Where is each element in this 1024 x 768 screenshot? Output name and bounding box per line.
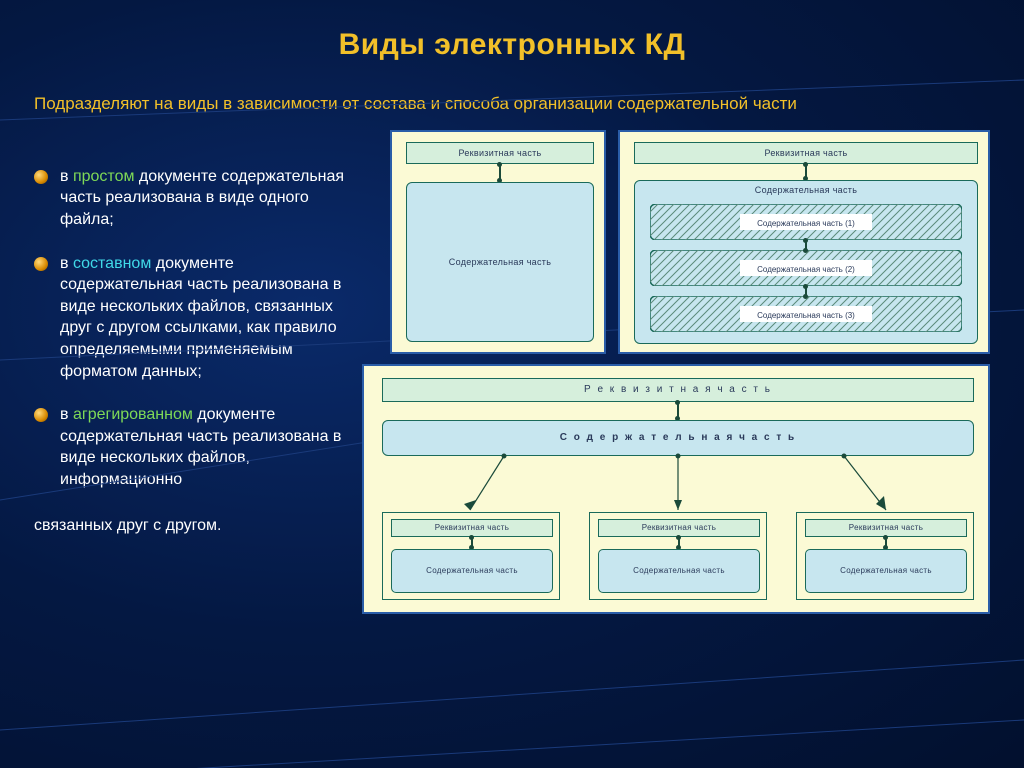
slide-title: Виды электронных КД — [0, 0, 1024, 62]
subdoc: Реквизитная часть Содержательная часть — [382, 512, 560, 600]
panel-simple: Реквизитная часть Содержательная часть — [390, 130, 606, 354]
list-item: в агрегированном документе содержательна… — [20, 404, 348, 490]
box-rekv: Реквизитная часть — [406, 142, 594, 164]
panel-aggregate: Р е к в и з и т н а я ч а с т ь С о д е … — [362, 364, 990, 614]
panel-composite: Реквизитная часть Содержательная часть С… — [618, 130, 990, 354]
svg-text:Содержательная часть (1): Содержательная часть (1) — [757, 219, 855, 228]
list-item: в простом документе содержательная часть… — [20, 166, 348, 231]
box-sod: С о д е р ж а т е л ь н а я ч а с т ь — [382, 420, 974, 456]
bullet-text: в составном документе содержательная час… — [60, 253, 348, 383]
bullet-icon — [34, 257, 48, 271]
slide-subtitle: Подразделяют на виды в зависимости от со… — [0, 62, 1024, 116]
bullet-list: в простом документе содержательная часть… — [20, 130, 348, 535]
bullet-text: в простом документе содержательная часть… — [60, 166, 348, 231]
subdoc: Реквизитная часть Содержательная часть — [796, 512, 974, 600]
box-rekv: Реквизитная часть — [634, 142, 978, 164]
bullet-text: в агрегированном документе содержательна… — [60, 404, 348, 490]
box-rekv: Р е к в и з и т н а я ч а с т ь — [382, 378, 974, 402]
subdoc: Реквизитная часть Содержательная часть — [589, 512, 767, 600]
diagram-area: Реквизитная часть Содержательная часть Р… — [348, 130, 1004, 535]
box-sod2: Содержательная часть (2) — [650, 250, 962, 286]
box-sod3: Содержательная часть (3) — [650, 296, 962, 332]
box-sod: Содержательная часть — [406, 182, 594, 342]
svg-text:Содержательная часть (2): Содержательная часть (2) — [757, 265, 855, 274]
list-item: в составном документе содержательная час… — [20, 253, 348, 383]
bullet-icon — [34, 170, 48, 184]
box-sod1: Содержательная часть (1) — [650, 204, 962, 240]
trailing-text: связанных друг с другом. — [20, 513, 348, 535]
bullet-icon — [34, 408, 48, 422]
svg-text:Содержательная часть (3): Содержательная часть (3) — [757, 311, 855, 320]
